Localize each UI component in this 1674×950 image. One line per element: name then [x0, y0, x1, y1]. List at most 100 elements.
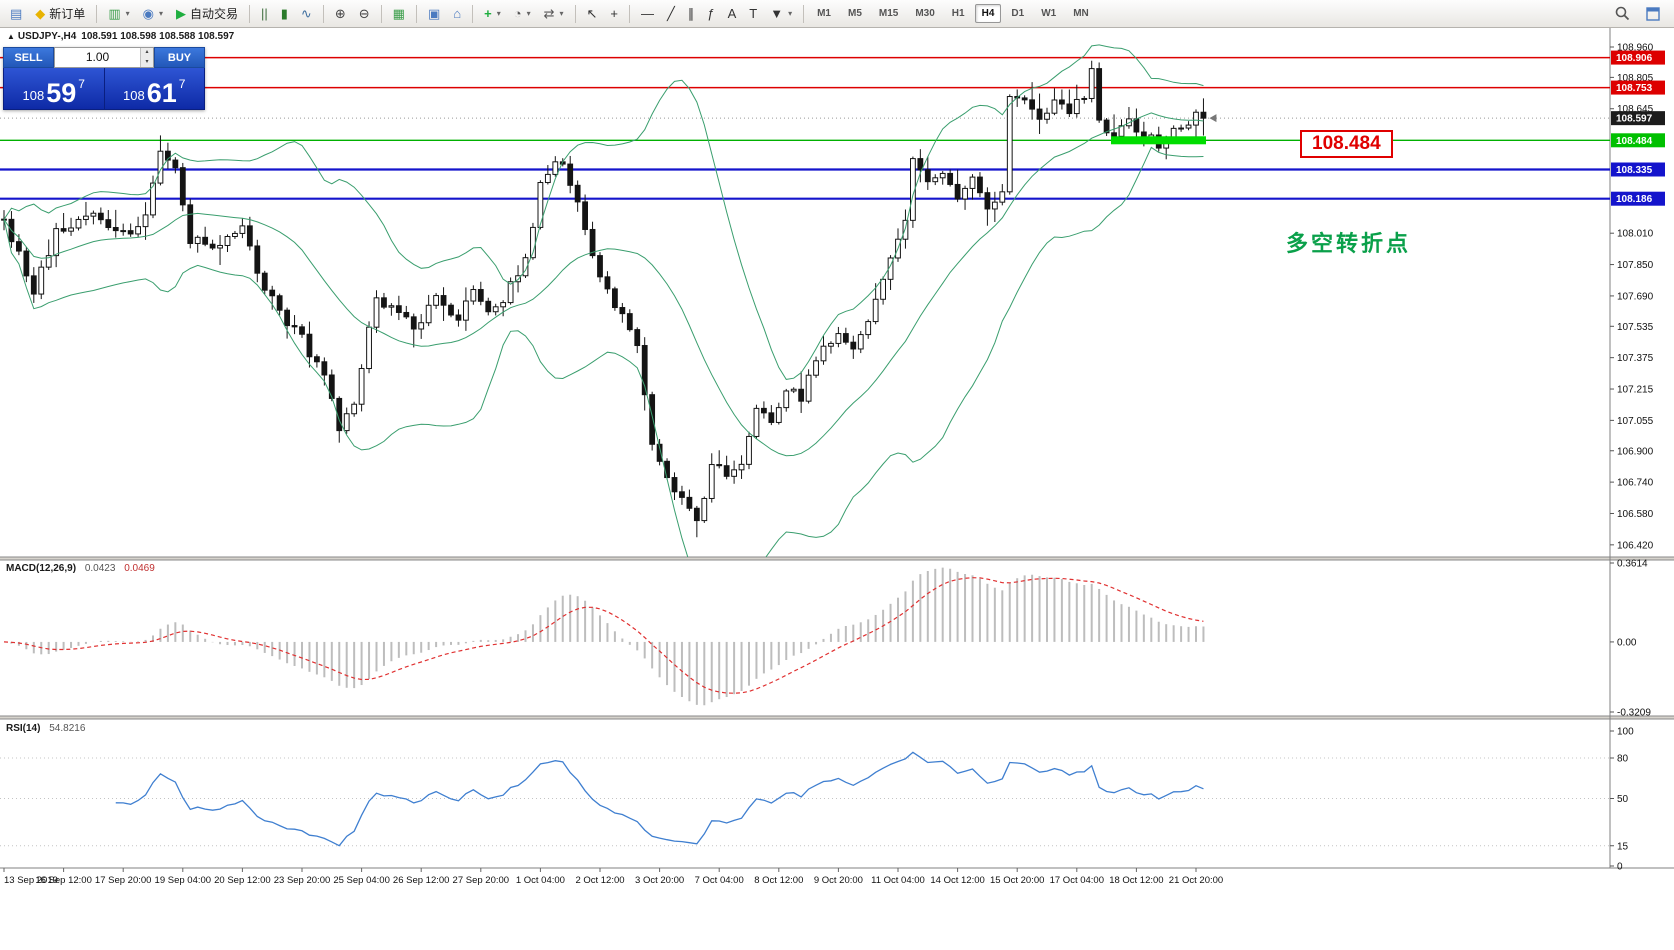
add-indicator-dropdown-icon[interactable]: ▾: [496, 9, 501, 18]
macd-axis-label: 0.00: [1617, 637, 1637, 648]
panel-splitter[interactable]: [0, 716, 1674, 719]
sell-button[interactable]: SELL: [3, 47, 54, 68]
trendline-button[interactable]: ╱: [661, 3, 681, 25]
rsi-line: [115, 751, 1204, 847]
price-axis-label: 108.805: [1617, 73, 1654, 84]
toolbar-right-group: [1609, 3, 1670, 25]
periods-dropdown-icon[interactable]: ▾: [526, 9, 531, 18]
price-badge: [1611, 133, 1665, 148]
new-chart-dropdown-icon[interactable]: ▾: [125, 9, 130, 18]
text-label-icon: T: [749, 6, 758, 21]
toolbar-separator: [415, 4, 417, 23]
text-button[interactable]: A: [722, 3, 743, 25]
symbol-title: USDJPY-,H4: [17, 31, 77, 42]
bollinger-bands-layer: [3, 44, 1204, 557]
timeframe-h1-button[interactable]: H1: [951, 8, 965, 19]
candlestick-chart-button[interactable]: ▮: [275, 3, 294, 25]
time-axis-label: 19 Sep 04:00: [155, 875, 212, 886]
horizontal-line-button[interactable]: —: [635, 3, 660, 25]
toolbar-separator: [803, 4, 805, 23]
chart-window-button[interactable]: ▤: [4, 3, 28, 25]
rsi-axis-label: 80: [1617, 754, 1629, 765]
data-window-icon: ▣: [427, 6, 441, 21]
time-axis-label: 18 Oct 12:00: [1109, 875, 1163, 886]
line-chart-icon: ∿: [300, 6, 312, 21]
crosshair-button[interactable]: +: [604, 3, 624, 25]
horizontal-lines-layer: [0, 56, 1610, 200]
bar-chart-button[interactable]: ||: [255, 3, 274, 25]
cursor-icon: ↖: [586, 6, 598, 21]
ask-price-pips: 61: [146, 78, 177, 109]
price-badge-label: 108.484: [1616, 136, 1653, 147]
macd-indicator-label: MACD(12,26,9) 0.0423 0.0469: [6, 563, 155, 574]
zoom-in-button[interactable]: ⊕: [329, 3, 352, 25]
line-chart-button[interactable]: ∿: [295, 3, 318, 25]
autotrading-button[interactable]: ▶ 自动交易: [170, 3, 244, 25]
equidistant-channel-button[interactable]: ∥: [682, 3, 701, 25]
timeframe-w1-button[interactable]: W1: [1041, 8, 1057, 19]
time-axis-label: 13 Sep 2019: [4, 875, 58, 886]
price-axis-label: 107.215: [1617, 385, 1654, 396]
autotrading-label: 自动交易: [189, 7, 238, 21]
search-button[interactable]: [1609, 3, 1636, 25]
toolbar-items: ▤ ◆ 新订单 ▥ ▾ ◉ ▾ ▶ 自动交易 || ▮ ∿ ⊕ ⊖ ▦ ▣ ⌂ + ▾ ◔ ▾ ⇄ ▾ ↖ + — ╱ ∥ ƒ A T ▼ ▾ M…: [4, 3, 1097, 25]
time-axis-label: 21 Oct 20:00: [1169, 875, 1223, 886]
lot-size-input[interactable]: 1.00 ▴ ▾: [54, 47, 154, 68]
macd-axis-label: -0.3209: [1617, 708, 1651, 719]
shapes-dropdown-icon[interactable]: ▾: [788, 9, 793, 18]
buy-button[interactable]: BUY: [154, 47, 205, 68]
panel-splitter[interactable]: [0, 557, 1674, 560]
timeframe-mn-button[interactable]: MN: [1073, 8, 1089, 19]
lot-size-value: 1.00: [85, 50, 110, 64]
price-badge-label: 108.597: [1616, 114, 1653, 125]
fibonacci-button[interactable]: ƒ: [701, 3, 720, 25]
candles-layer: [1, 60, 1207, 538]
price-axis-label: 107.690: [1617, 291, 1654, 302]
periods-button[interactable]: ◔ ▾: [508, 3, 537, 25]
toolbar-separator: [96, 4, 98, 23]
macd-panel: [3, 567, 1205, 706]
templates-dropdown-icon[interactable]: ▾: [559, 9, 564, 18]
bid-price-display[interactable]: 108 59 7: [4, 68, 104, 109]
new-order-button[interactable]: ◆ 新订单: [29, 3, 91, 25]
price-axis-label: 108.010: [1617, 229, 1654, 240]
profiles-button[interactable]: ◉ ▾: [137, 3, 169, 25]
add-indicator-button[interactable]: + ▾: [478, 3, 507, 25]
text-label-button[interactable]: T: [743, 3, 763, 25]
price-badge: [1611, 191, 1665, 206]
timeframe-m30-button[interactable]: M30: [915, 8, 935, 19]
last-price-marker-icon: [1209, 114, 1217, 123]
templates-button[interactable]: ⇄ ▾: [538, 3, 570, 25]
macd-title: MACD(12,26,9): [6, 563, 77, 574]
navigator-button[interactable]: ⌂: [447, 3, 467, 25]
profiles-dropdown-icon[interactable]: ▾: [158, 9, 163, 18]
rsi-axis-label: 100: [1617, 727, 1634, 738]
tile-windows-button[interactable]: ▦: [387, 3, 411, 25]
price-axis-label: 107.055: [1617, 416, 1654, 427]
timeframe-m1-button[interactable]: M1: [817, 8, 831, 19]
timeframe-m15-button[interactable]: M15: [878, 8, 899, 19]
main-toolbar: ▤ ◆ 新订单 ▥ ▾ ◉ ▾ ▶ 自动交易 || ▮ ∿ ⊕ ⊖ ▦ ▣ ⌂ + ▾ ◔ ▾ ⇄ ▾ ↖ + — ╱ ∥ ƒ A T ▼ ▾ M…: [0, 0, 1674, 28]
lot-increment-button[interactable]: ▴: [141, 48, 153, 58]
timeframe-d1-button[interactable]: D1: [1011, 8, 1025, 19]
chart-window-icon: ▤: [10, 6, 23, 21]
one-click-trading-panel: SELL 1.00 ▴ ▾ BUY 108 59 7 108 61 7: [3, 47, 205, 110]
timeframe-m5-button[interactable]: M5: [847, 8, 862, 19]
new-window-button[interactable]: [1640, 3, 1666, 25]
lot-decrement-button[interactable]: ▾: [141, 57, 153, 67]
ask-price-display[interactable]: 108 61 7: [105, 68, 205, 109]
price-axis-label: 107.850: [1617, 260, 1654, 271]
shapes-button[interactable]: ▼ ▾: [764, 3, 798, 25]
data-window-button[interactable]: ▣: [422, 3, 446, 25]
pivot-highlight-bar[interactable]: [1111, 136, 1206, 145]
cursor-button[interactable]: ↖: [581, 3, 604, 25]
zoom-in-icon: ⊕: [334, 6, 346, 21]
rsi-axis-label: 15: [1617, 841, 1629, 852]
price-badge-label: 108.335: [1616, 165, 1653, 176]
time-axis-label: 11 Oct 04:00: [871, 875, 925, 886]
price-badge: [1611, 80, 1665, 95]
zoom-out-button[interactable]: ⊖: [353, 3, 376, 25]
timeframe-h4-button[interactable]: H4: [974, 4, 1002, 23]
new-chart-button[interactable]: ▥ ▾: [102, 3, 135, 25]
